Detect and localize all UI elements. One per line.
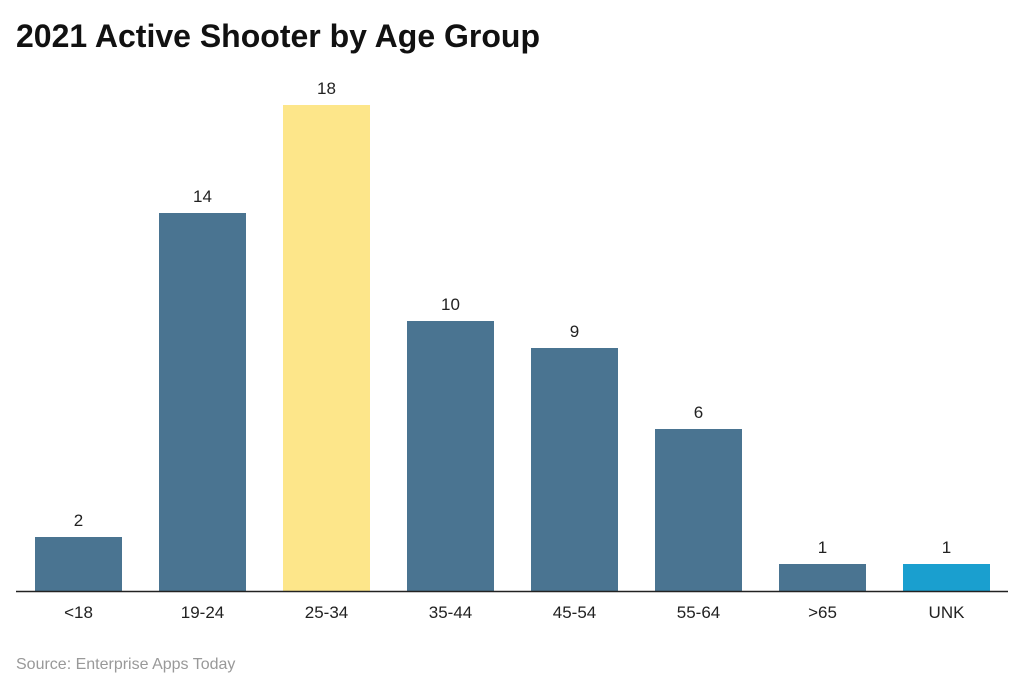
data-label: 1 [942,538,951,557]
data-label: 2 [74,511,83,530]
bar-25-34 [283,105,370,591]
x-tick-label: UNK [929,603,966,622]
data-label: 18 [317,79,336,98]
bar-35-44 [407,321,494,591]
x-tick-label: 25-34 [305,603,348,622]
data-label: 1 [818,538,827,557]
data-label: 10 [441,295,460,314]
data-label: 9 [570,322,579,341]
data-label: 14 [193,187,212,206]
x-tick-label: 55-64 [677,603,720,622]
bar->65 [779,564,866,591]
x-tick-label: <18 [64,603,93,622]
source-note: Source: Enterprise Apps Today [16,656,236,673]
bar-19-24 [159,213,246,591]
x-tick-label: 45-54 [553,603,596,622]
x-tick-label: 19-24 [181,603,224,622]
bar-55-64 [655,429,742,591]
data-label: 6 [694,403,703,422]
chart-title: 2021 Active Shooter by Age Group [16,18,540,54]
bar-<18 [35,537,122,591]
bar-UNK [903,564,990,591]
bar-45-54 [531,348,618,591]
x-tick-label: 35-44 [429,603,472,622]
x-tick-label: >65 [808,603,837,622]
